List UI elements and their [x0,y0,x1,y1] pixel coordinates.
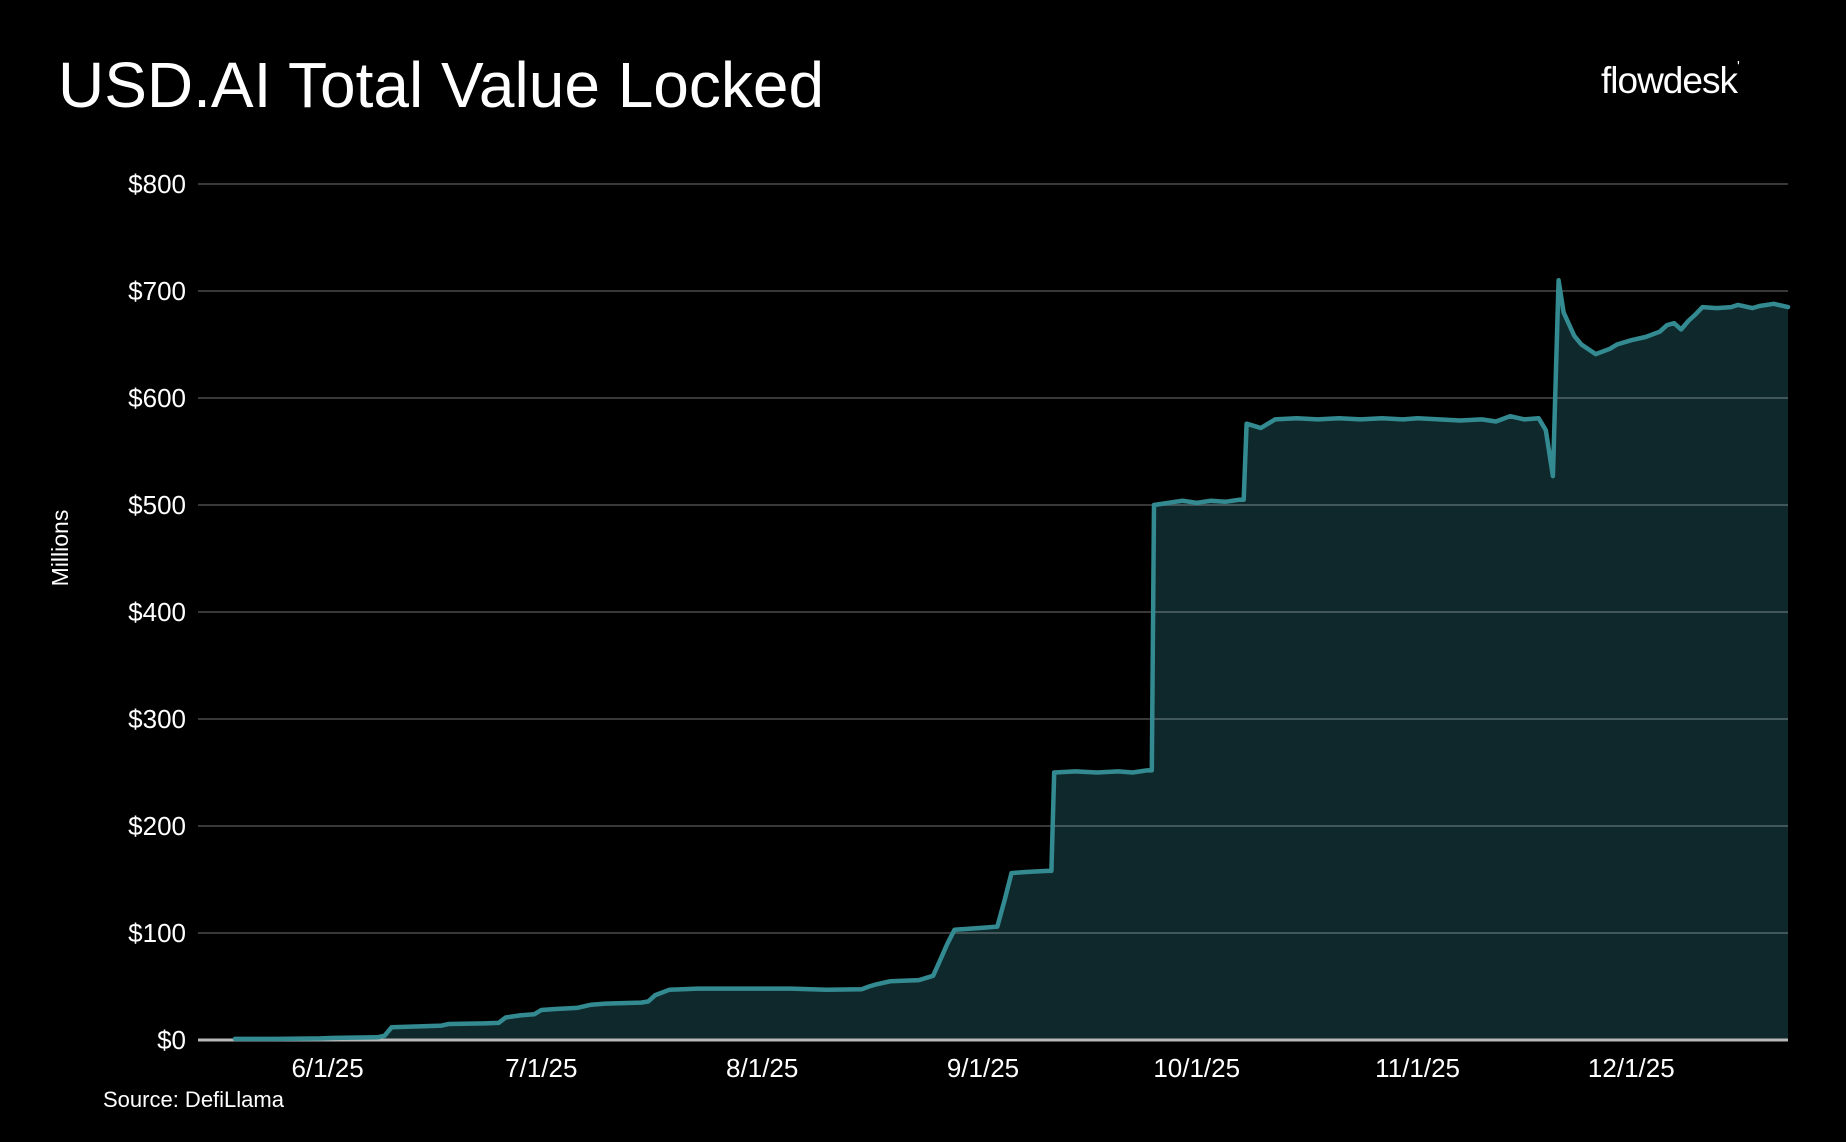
x-tick-label: 9/1/25 [947,1053,1019,1083]
y-tick-label: $100 [128,918,186,948]
flowdesk-logo-text: flowdesk [1601,60,1738,101]
x-tick-label: 10/1/25 [1153,1053,1240,1083]
x-tick-label: 12/1/25 [1588,1053,1675,1083]
x-tick-label: 8/1/25 [726,1053,798,1083]
chart-title: USD.AI Total Value Locked [58,49,825,121]
y-tick-label: $0 [157,1025,186,1055]
flowdesk-logo: flowdesk' [1601,58,1740,102]
y-tick-label: $200 [128,811,186,841]
series-line [232,278,1791,1042]
x-tick-label: 11/1/25 [1375,1053,1460,1083]
y-tick-label: $700 [128,276,186,306]
y-tick-label: $600 [128,383,186,413]
flowdesk-trademark-mark: ' [1736,58,1740,75]
source-caption: Source: DefiLlama [103,1087,284,1112]
x-tick-label: 6/1/25 [291,1053,363,1083]
y-tick-label: $800 [128,169,186,199]
y-tick-label: $400 [128,597,186,627]
y-axis-title: Millions [47,510,73,587]
x-tick-label: 7/1/25 [505,1053,577,1083]
y-tick-label: $500 [128,490,186,520]
y-tick-label: $300 [128,704,186,734]
area-fill [235,280,1788,1040]
